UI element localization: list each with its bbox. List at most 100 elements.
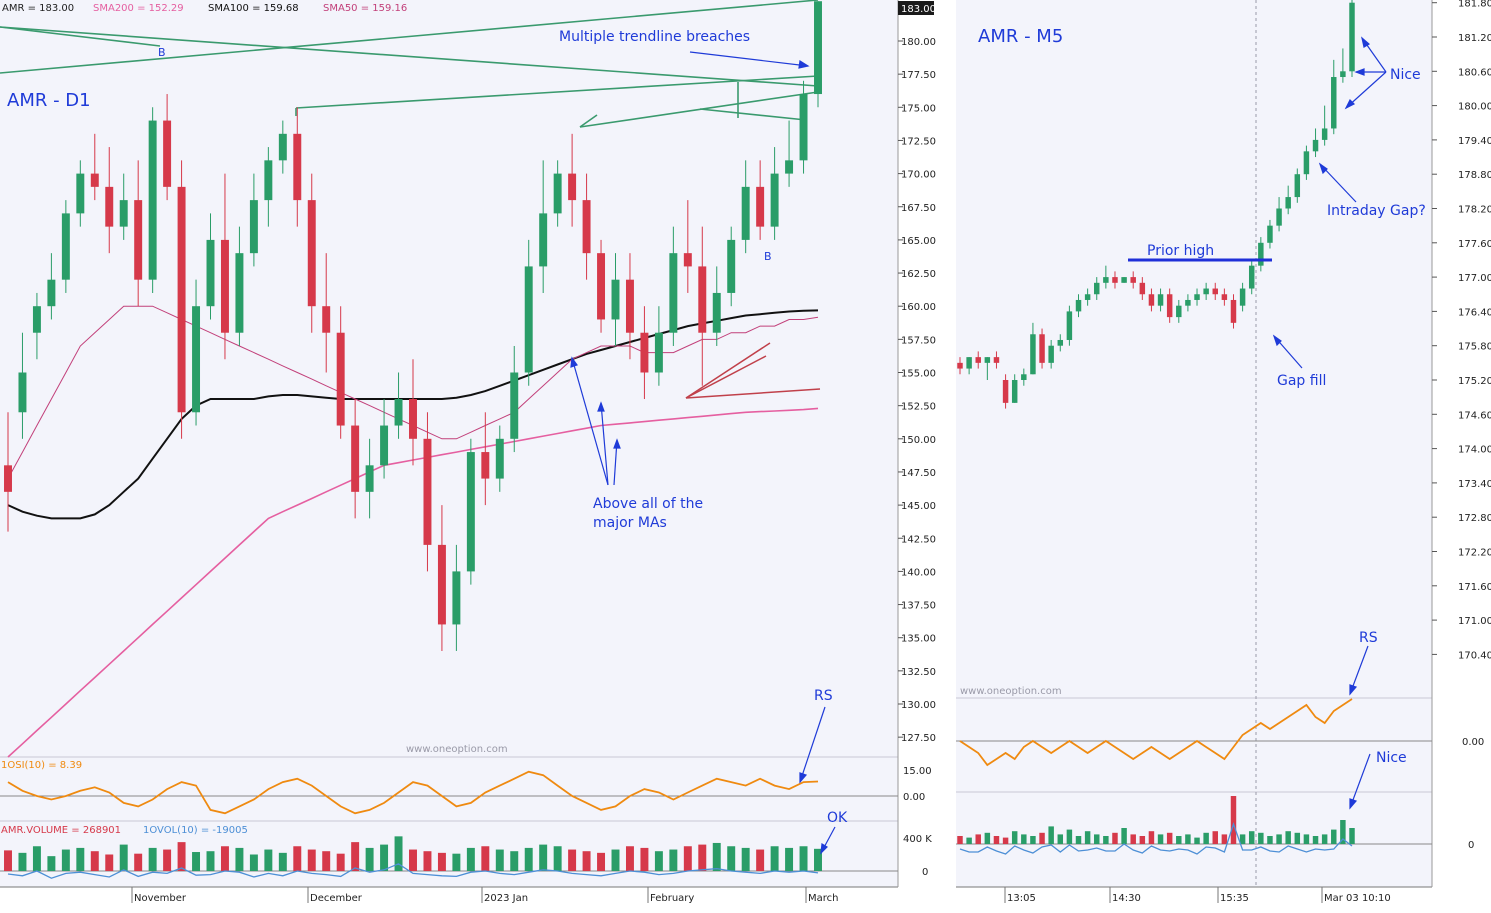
trendline xyxy=(0,0,819,74)
annotation-nice: Nice xyxy=(1390,67,1421,83)
d1-volume-bar xyxy=(568,849,577,871)
d1-volume-bar xyxy=(4,850,12,871)
m5-candle-body xyxy=(1094,282,1100,295)
m5-rs-tick-label: 0.00 xyxy=(1462,737,1484,748)
m5-candle-body xyxy=(1176,305,1182,318)
m5-candle-body xyxy=(1130,277,1136,283)
nice-arrow-head xyxy=(1361,36,1371,48)
m5-y-tick-label: 176.40 xyxy=(1458,307,1491,318)
m5-candle-body xyxy=(1321,128,1328,140)
d1-candle-body xyxy=(220,239,229,333)
m5-volume-bar xyxy=(1039,832,1045,844)
m5-volume-tick-label: 0 xyxy=(1468,840,1474,851)
d1-volume-bar xyxy=(481,846,490,871)
d1-y-tick-label: 155.00 xyxy=(901,369,936,380)
d1-volume-bar xyxy=(249,854,258,871)
m5-volume-bar xyxy=(1221,834,1228,844)
nice-arrow-head xyxy=(1354,68,1365,76)
trendline xyxy=(699,108,807,121)
d1-candle-body xyxy=(481,452,490,479)
d1-volume-bar xyxy=(47,856,56,871)
d1-volume-bar xyxy=(611,849,620,871)
m5-volume-bar xyxy=(993,836,1000,844)
d1-volume-bar xyxy=(654,851,663,871)
m5-volume-bar xyxy=(1121,828,1127,844)
m5-volume-bar xyxy=(1011,831,1018,844)
d1-volume-bar xyxy=(785,847,794,871)
d1-candle-body xyxy=(90,173,99,187)
m5-volume-bar xyxy=(1267,836,1273,844)
d1-candle-body xyxy=(206,239,215,307)
m5-volume-bar xyxy=(1276,834,1282,844)
trendline xyxy=(579,114,598,128)
m5-volume-bar xyxy=(1303,834,1310,844)
m5-y-tick-label: 174.60 xyxy=(1458,410,1491,421)
d1-candle-body xyxy=(799,94,808,161)
d1-candle-body xyxy=(727,239,736,293)
ma-arrow-head xyxy=(597,401,605,412)
m5-candle-body xyxy=(1121,277,1127,283)
m5-volume-bar xyxy=(1176,836,1182,844)
m5-chart-layer: 181.80 181.20 180.60 180.00 179.40 178.80 178.… xyxy=(957,0,1491,904)
sma100-label: SMA100 = 159.68 xyxy=(208,3,299,14)
d1-candle-body xyxy=(119,200,128,227)
d1-volume-bar xyxy=(76,847,85,871)
d1-candle-body xyxy=(47,279,56,307)
m5-volume-bar xyxy=(957,836,963,844)
d1-volume-bar xyxy=(640,847,649,871)
m5-volume-bar xyxy=(1285,831,1291,844)
m5-volume-bar xyxy=(1148,831,1155,844)
d1-volume-bar xyxy=(351,842,360,871)
d1-y-tick-label: 167.50 xyxy=(901,203,936,214)
d1-candle-body xyxy=(4,465,12,492)
m5-y-tick-label: 179.40 xyxy=(1458,136,1491,147)
d1-volume-bar xyxy=(90,851,99,871)
rs-indicator-label: 1OSI(10) = 8.39 xyxy=(1,760,82,771)
d1-volume-bar xyxy=(582,851,591,871)
annotation-nice-volume: Nice xyxy=(1376,750,1407,766)
sma200-label: SMA200 = 152.29 xyxy=(93,3,184,14)
m5-volume-bar xyxy=(1002,837,1009,844)
d1-candle-body xyxy=(192,306,201,413)
d1-candle-body xyxy=(683,253,692,267)
ma-arrow-head xyxy=(613,438,621,449)
m5-candle-body xyxy=(1248,265,1255,289)
m5-volume-bar xyxy=(1349,828,1355,844)
m5-candle-body xyxy=(1066,311,1073,340)
m5-candle-body xyxy=(1011,380,1018,403)
d1-y-tick-label: 145.00 xyxy=(901,501,936,512)
m5-candle-body xyxy=(1075,299,1082,312)
m5-candle-body xyxy=(1303,151,1310,175)
d1-y-tick-label: 157.50 xyxy=(901,335,936,346)
annotation-ok: OK xyxy=(827,810,848,826)
d1-candle-body xyxy=(669,253,678,333)
d1-candle-body xyxy=(698,266,707,333)
d1-volume-bar xyxy=(380,844,389,871)
intraday-gap-arrow-head xyxy=(1318,162,1328,175)
d1-x-tick-label: 2023 Jan xyxy=(484,893,528,904)
m5-volume-bar xyxy=(1094,834,1100,844)
d1-volume-bar xyxy=(264,849,273,871)
m5-y-tick-label: 173.40 xyxy=(1458,479,1491,490)
m5-candle-body xyxy=(1030,334,1036,375)
m5-volume-bar xyxy=(1294,832,1301,844)
annotation-rs: RS xyxy=(814,688,833,704)
d1-candle-body xyxy=(61,213,70,280)
d1-candle-body xyxy=(76,173,85,214)
m5-rs-arrow-head xyxy=(1349,684,1358,696)
m5-candle-body xyxy=(1166,294,1173,318)
m5-volume-bar xyxy=(1130,834,1136,844)
d1-price-label: AMR = 183.00 xyxy=(2,3,74,14)
d1-candle-body xyxy=(437,544,446,625)
m5-volume-bar xyxy=(975,834,981,844)
d1-volume-bar xyxy=(235,847,244,871)
m5-candle-body xyxy=(1194,294,1200,300)
d1-candle-body xyxy=(134,200,143,280)
d1-candle-body xyxy=(177,186,186,413)
d1-volume-bar xyxy=(756,849,765,871)
annotation-above-mas-line2: major MAs xyxy=(593,515,667,531)
d1-volume-bar xyxy=(510,851,519,871)
m5-volume-bar xyxy=(1230,796,1237,844)
d1-candle-body xyxy=(18,372,27,413)
